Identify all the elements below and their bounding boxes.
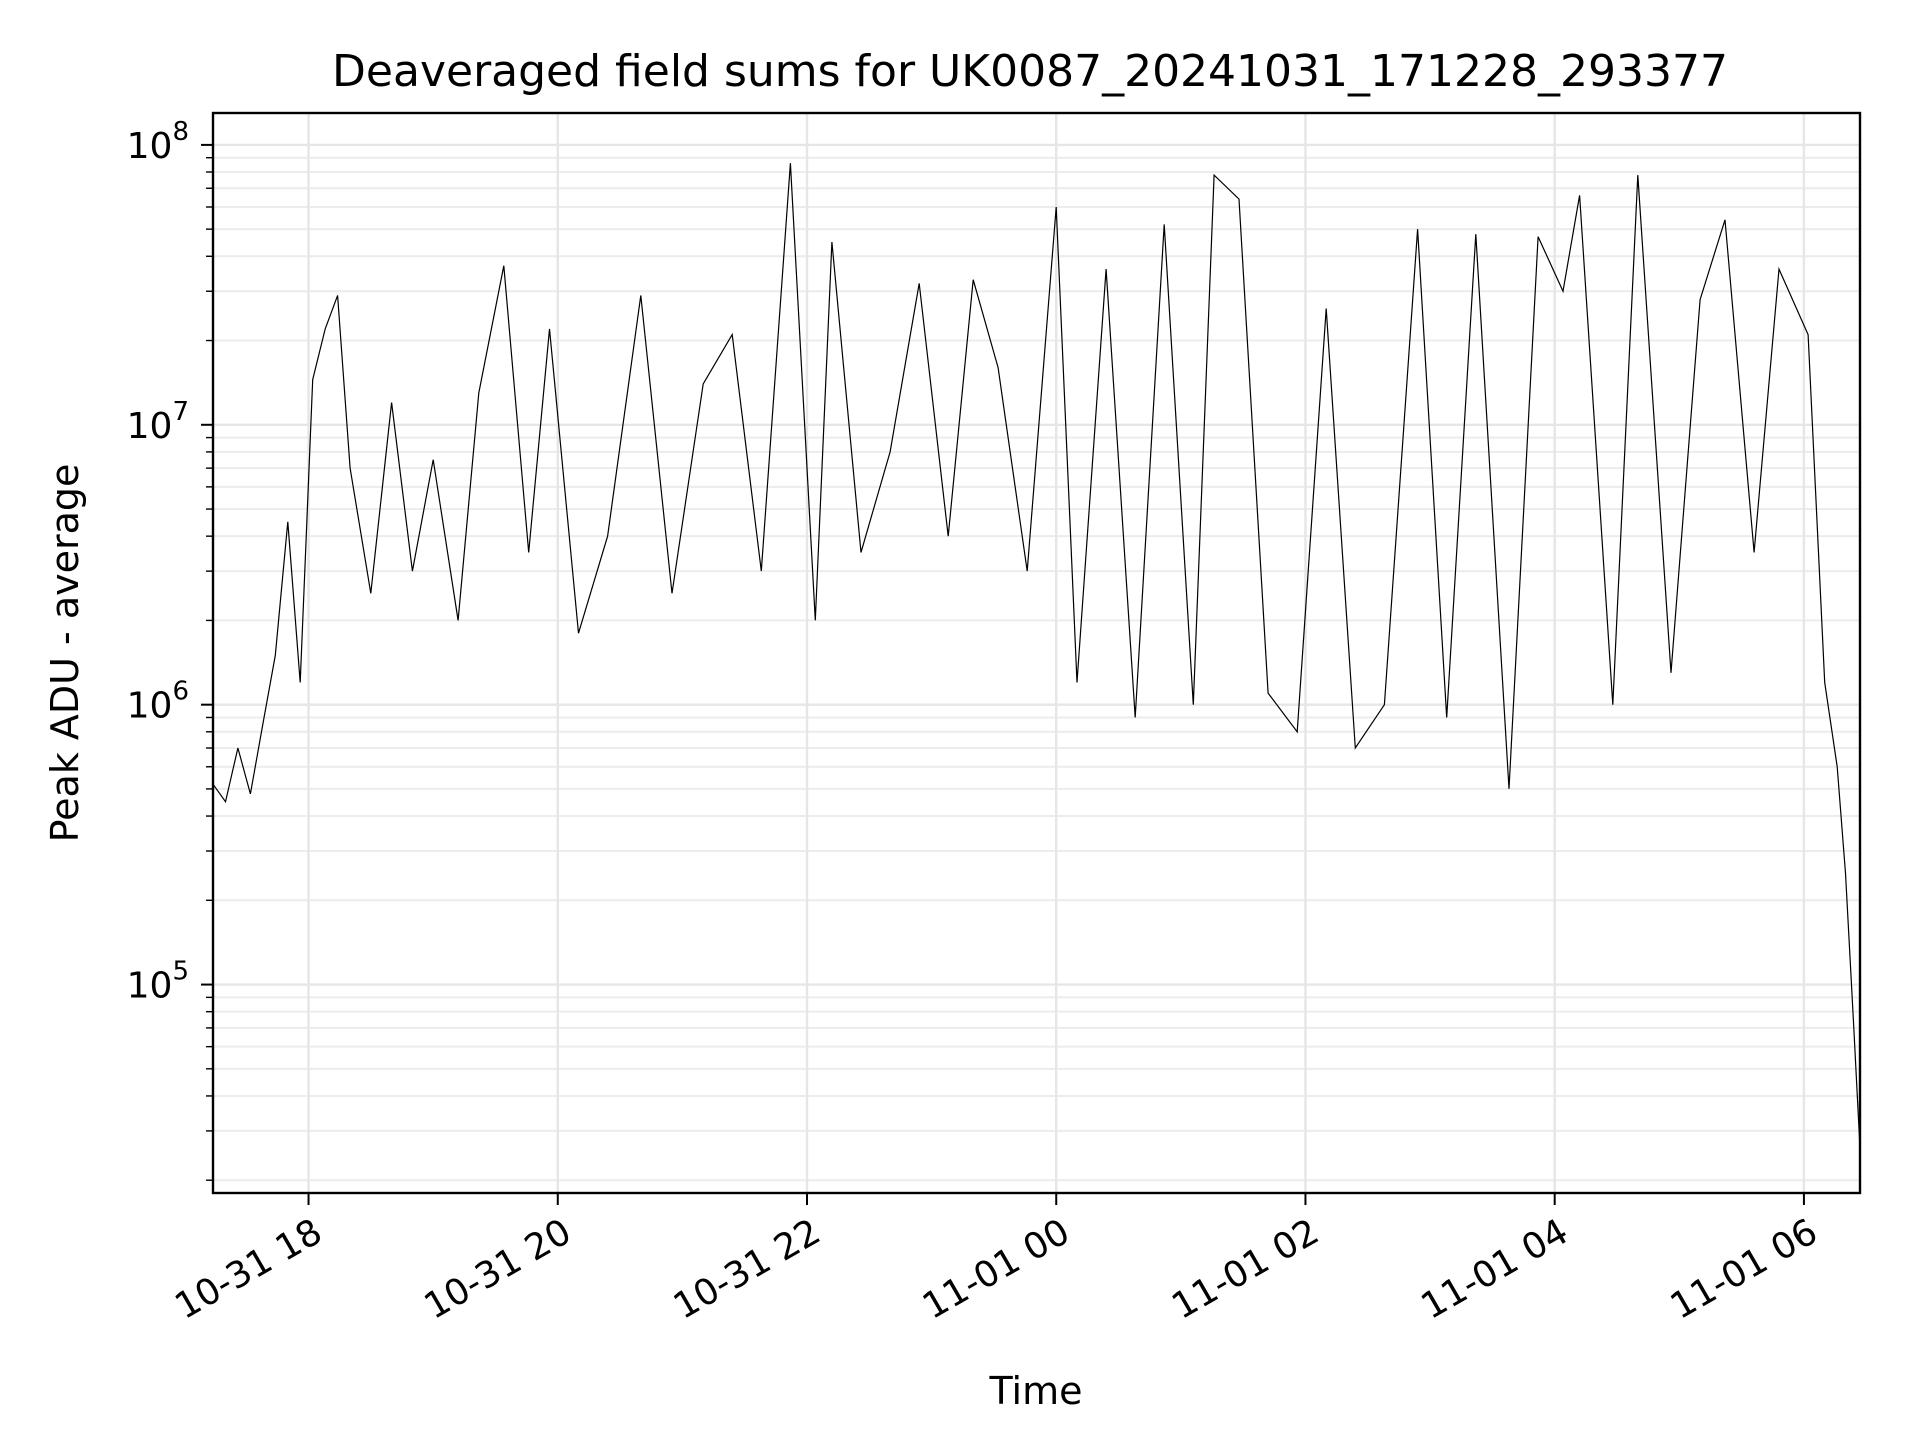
- y-tick-label: 108: [127, 117, 189, 167]
- y-axis: 105 106 107 108: [127, 117, 213, 1181]
- y-tick-label: 105: [127, 957, 189, 1007]
- series-line: [212, 163, 1861, 1149]
- y-axis-label: Peak ADU - average: [43, 464, 87, 843]
- x-axis-label: Time: [989, 1369, 1083, 1413]
- y-tick-label: 106: [127, 677, 189, 727]
- y-tick-label: 107: [127, 397, 189, 447]
- chart-title: Deaveraged field sums for UK0087_2024103…: [332, 46, 1728, 97]
- plot-area: [212, 163, 1861, 1149]
- plot-frame: [211, 111, 1862, 1195]
- major-gridlines: [213, 113, 1860, 1193]
